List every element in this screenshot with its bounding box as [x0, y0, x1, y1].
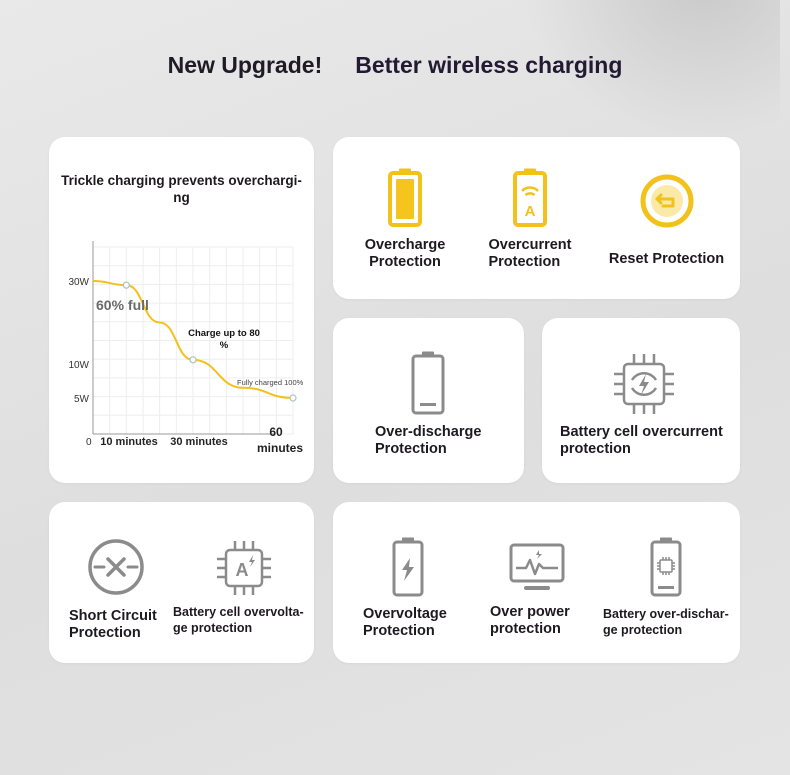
reset-label: Reset Protection [608, 251, 725, 267]
feature-over-discharge: Over-discharge Protection [375, 350, 495, 458]
feature-cell-overvoltage: A Battery cell overvolta- ge protection [173, 538, 313, 636]
reset-icon [640, 174, 693, 228]
bottom-right-card: Overvoltage Protection Over power protec… [333, 502, 740, 663]
short-circuit-label: Short Circuit Protection [69, 608, 157, 641]
battery-full-icon [388, 168, 422, 227]
top-protection-card: Overcharge Protection A Overcurrent Prot… [333, 137, 740, 299]
feature-overcharge: Overcharge Protection [355, 167, 455, 271]
x-tick-label: 10 minutes [100, 436, 157, 448]
over-power-label: Over power protection [490, 604, 570, 637]
y-tick-label: 5W [74, 394, 90, 405]
curve-marker [289, 394, 297, 402]
y-tick-label: 30W [68, 277, 89, 288]
svg-text:A: A [525, 203, 536, 220]
feature-over-power: Over power protection [490, 542, 590, 638]
overcharge-label: Overcharge Protection [364, 237, 446, 270]
annotation-charge-up: % [220, 340, 229, 351]
headline-right: Better wireless charging [355, 52, 623, 78]
over-discharge-battery-label: Battery over-dischar- ge protection [603, 607, 729, 637]
battery-chip-icon [650, 537, 682, 597]
curve-marker [122, 281, 130, 289]
x-tick-label: 30 minutes [170, 436, 227, 448]
svg-text:A: A [236, 560, 249, 580]
annotation-sixty-full: 60% full [96, 297, 149, 313]
y-tick-label: 10W [68, 360, 89, 371]
over-discharge-label: Over-discharge Protection [375, 424, 482, 457]
bottom-left-card: Short Circuit Protection A Battery cell … [49, 502, 314, 663]
x-tick-label: minutes [257, 441, 303, 455]
headline-left: New Upgrade! [167, 52, 323, 78]
feature-reset: Reset Protection [604, 173, 729, 268]
over-discharge-card: Over-discharge Protection [333, 318, 524, 483]
x-tick-label: 60 [269, 425, 283, 439]
x-tick-label: 0 [86, 437, 92, 448]
feature-overvoltage: Overvoltage Protection [363, 536, 463, 640]
cell-overcurrent-card: Battery cell overcurrent protection [542, 318, 740, 483]
charging-curve-chart: 30W 10W 5W 0 10 minutes 30 minutes 60 minutes 60… [68, 241, 304, 455]
overcurrent-label: Overcurrent Protection [488, 237, 572, 270]
annotation-charge-up: Charge up to 80 [188, 328, 260, 339]
battery-current-icon: A [513, 168, 547, 227]
chip-bolt-icon [614, 354, 674, 414]
feature-short-circuit: Short Circuit Protection [69, 538, 184, 642]
cell-overvoltage-label: Battery cell overvolta- ge protection [173, 605, 304, 635]
overvoltage-label: Overvoltage Protection [363, 606, 447, 639]
feature-overcurrent: A Overcurrent Protection [475, 167, 585, 271]
chart-title: Trickle charging prevents overchargi- ng [61, 173, 302, 205]
feature-over-discharge-battery: Battery over-dischar- ge protection [603, 536, 738, 638]
feature-cell-overcurrent: Battery cell overcurrent protection [560, 350, 735, 458]
curve-marker [189, 356, 197, 364]
short-circuit-icon [88, 539, 144, 595]
chart-card: Trickle charging prevents overchargi- ng… [49, 137, 314, 483]
annotation-fully-charged: Fully charged 100% [237, 378, 304, 387]
cell-overcurrent-label: Battery cell overcurrent protection [560, 424, 723, 457]
chip-current-icon: A [217, 541, 271, 595]
headline: New Upgrade! Better wireless charging [0, 52, 790, 79]
monitor-pulse-icon [509, 543, 565, 590]
battery-bolt-icon [392, 537, 424, 597]
battery-empty-icon [411, 351, 445, 415]
